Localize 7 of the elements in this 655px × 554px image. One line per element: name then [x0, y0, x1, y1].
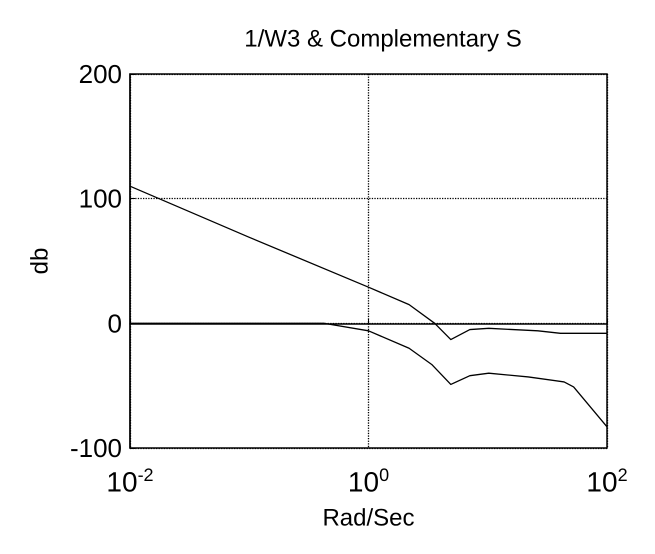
y-tick-label: 0 — [108, 308, 122, 338]
y-tick-label: -100 — [70, 433, 122, 463]
x-axis-title: Rad/Sec — [322, 504, 415, 532]
y-axis-title: db — [26, 248, 54, 274]
y-tick-label: 200 — [78, 59, 122, 89]
chart-title: 1/W3 & Complementary S — [244, 26, 522, 52]
y-tick-label: 100 — [78, 184, 122, 214]
